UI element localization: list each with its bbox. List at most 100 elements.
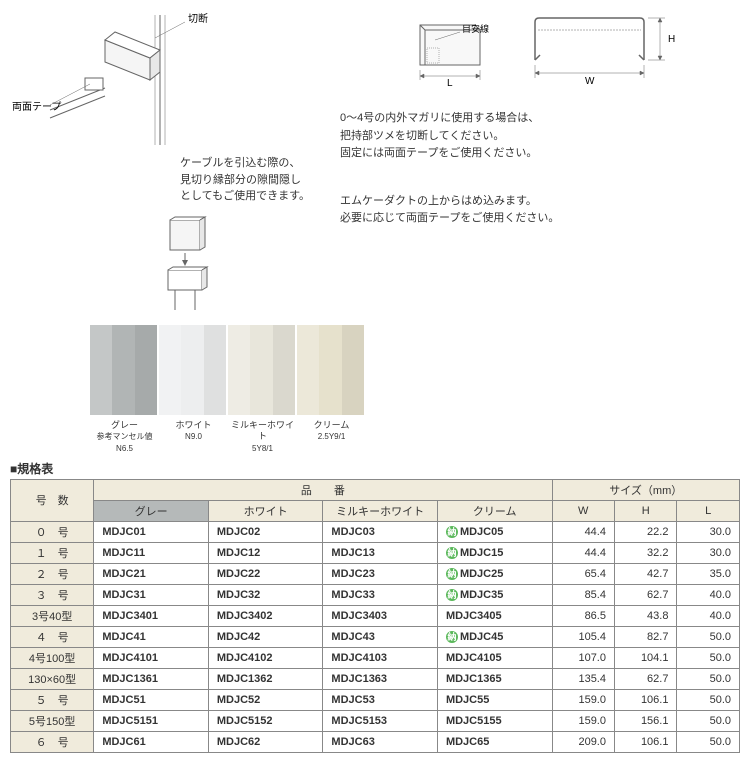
row-gosu: ０ 号 [11, 521, 94, 542]
size-cell: 50.0 [677, 626, 740, 647]
size-cell: 50.0 [677, 731, 740, 752]
svg-text:W: W [585, 76, 595, 87]
table-row: 5号150型MDJC5151MDJC5152MDJC5153MDJC515515… [11, 710, 740, 731]
header-size: サイズ（mm） [552, 479, 740, 500]
stock-mark-icon: 納 [446, 547, 458, 559]
header-white: ホワイト [208, 500, 323, 521]
model-cell: MDJC03 [323, 521, 438, 542]
model-cell: MDJC3405 [437, 605, 552, 626]
row-gosu: ３ 号 [11, 584, 94, 605]
model-cell: MDJC1361 [94, 668, 209, 689]
model-cell: MDJC33 [323, 584, 438, 605]
stock-mark-icon: 納 [446, 589, 458, 601]
model-cell: MDJC53 [323, 689, 438, 710]
row-gosu: 130×60型 [11, 668, 94, 689]
color-swatch [228, 325, 295, 415]
table-row: ３ 号MDJC31MDJC32MDJC33納MDJC3585.462.740.0 [11, 584, 740, 605]
model-cell: MDJC12 [208, 542, 323, 563]
size-cell: 40.0 [677, 584, 740, 605]
model-cell: MDJC22 [208, 563, 323, 584]
guideline-label: 目安線 [462, 23, 489, 34]
header-gosu: 号 数 [11, 479, 94, 521]
table-row: ４ 号MDJC41MDJC42MDJC43納MDJC45105.482.750.… [11, 626, 740, 647]
row-gosu: 5号150型 [11, 710, 94, 731]
size-cell: 62.7 [614, 584, 676, 605]
color-swatch [90, 325, 157, 415]
size-cell: 82.7 [614, 626, 676, 647]
size-cell: 44.4 [552, 542, 614, 563]
model-cell: MDJC02 [208, 521, 323, 542]
color-swatches [90, 325, 740, 415]
row-gosu: １ 号 [11, 542, 94, 563]
dimension-diagram: 目安線 L [400, 10, 720, 90]
model-cell: MDJC63 [323, 731, 438, 752]
stock-mark-icon: 納 [446, 526, 458, 538]
size-cell: 104.1 [614, 647, 676, 668]
size-cell: 44.4 [552, 521, 614, 542]
model-cell: 納MDJC15 [437, 542, 552, 563]
note-1: 0～4号の内外マガリに使用する場合は、 把持部ツメを切断してください。 固定には… [340, 110, 720, 163]
model-cell: MDJC32 [208, 584, 323, 605]
header-w: W [552, 500, 614, 521]
right-column: 目安線 L [340, 10, 720, 315]
model-cell: MDJC61 [94, 731, 209, 752]
size-cell: 159.0 [552, 689, 614, 710]
section-title: ■規格表 [10, 460, 740, 477]
size-cell: 22.2 [614, 521, 676, 542]
size-cell: 30.0 [677, 521, 740, 542]
isometric-diagram: 切断 両面テープ [10, 10, 230, 150]
model-cell: MDJC11 [94, 542, 209, 563]
model-cell: MDJC42 [208, 626, 323, 647]
size-cell: 209.0 [552, 731, 614, 752]
table-row: １ 号MDJC11MDJC12MDJC13納MDJC1544.432.230.0 [11, 542, 740, 563]
model-cell: MDJC13 [323, 542, 438, 563]
table-row: ６ 号MDJC61MDJC62MDJC63MDJC65209.0106.150.… [11, 731, 740, 752]
usage-description-1: ケーブルを引込む際の、 見切り縁部分の隙間隠し としてもご使用できます。 [180, 155, 320, 205]
swatch-label: グレー参考マンセル値N6.5 [90, 420, 159, 455]
size-cell: 50.0 [677, 647, 740, 668]
model-cell: MDJC5152 [208, 710, 323, 731]
table-row: ５ 号MDJC51MDJC52MDJC53MDJC55159.0106.150.… [11, 689, 740, 710]
size-cell: 105.4 [552, 626, 614, 647]
table-row: 130×60型MDJC1361MDJC1362MDJC1363MDJC13651… [11, 668, 740, 689]
size-cell: 43.8 [614, 605, 676, 626]
svg-text:L: L [447, 78, 453, 89]
right-text-block: 0～4号の内外マガリに使用する場合は、 把持部ツメを切断してください。 固定には… [340, 110, 720, 228]
size-cell: 50.0 [677, 668, 740, 689]
table-row: 3号40型MDJC3401MDJC3402MDJC3403MDJC340586.… [11, 605, 740, 626]
left-diagrams: 切断 両面テープ ケーブルを引込む際の、 見切り縁部分の隙間隠し としてもご使用… [10, 10, 320, 315]
size-cell: 86.5 [552, 605, 614, 626]
cut-label: 切断 [188, 12, 208, 25]
model-cell: 納MDJC25 [437, 563, 552, 584]
header-cream: クリーム [437, 500, 552, 521]
model-cell: MDJC5151 [94, 710, 209, 731]
header-h: H [614, 500, 676, 521]
model-cell: MDJC65 [437, 731, 552, 752]
size-cell: 107.0 [552, 647, 614, 668]
model-cell: MDJC51 [94, 689, 209, 710]
header-gray: グレー [94, 500, 209, 521]
size-cell: 62.7 [614, 668, 676, 689]
table-row: ０ 号MDJC01MDJC02MDJC03納MDJC0544.422.230.0 [11, 521, 740, 542]
stock-mark-icon: 納 [446, 568, 458, 580]
model-cell: 納MDJC05 [437, 521, 552, 542]
size-cell: 30.0 [677, 542, 740, 563]
table-row: ２ 号MDJC21MDJC22MDJC23納MDJC2565.442.735.0 [11, 563, 740, 584]
model-cell: MDJC55 [437, 689, 552, 710]
swatch-label: ホワイトN9.0 [159, 420, 228, 455]
size-cell: 40.0 [677, 605, 740, 626]
size-cell: 135.4 [552, 668, 614, 689]
model-cell: MDJC4102 [208, 647, 323, 668]
note-2: エムケーダクトの上からはめ込みます。 必要に応じて両面テープをご使用ください。 [340, 193, 720, 228]
swatch-labels: グレー参考マンセル値N6.5ホワイトN9.0ミルキーホワイト5Y8/1クリーム2… [90, 420, 740, 455]
swatch-label: ミルキーホワイト5Y8/1 [228, 420, 297, 455]
model-cell: MDJC1362 [208, 668, 323, 689]
row-gosu: 4号100型 [11, 647, 94, 668]
model-cell: MDJC52 [208, 689, 323, 710]
size-cell: 106.1 [614, 689, 676, 710]
model-cell: MDJC3401 [94, 605, 209, 626]
svg-text:H: H [668, 34, 675, 45]
size-cell: 42.7 [614, 563, 676, 584]
model-cell: MDJC5155 [437, 710, 552, 731]
model-cell: MDJC4105 [437, 647, 552, 668]
